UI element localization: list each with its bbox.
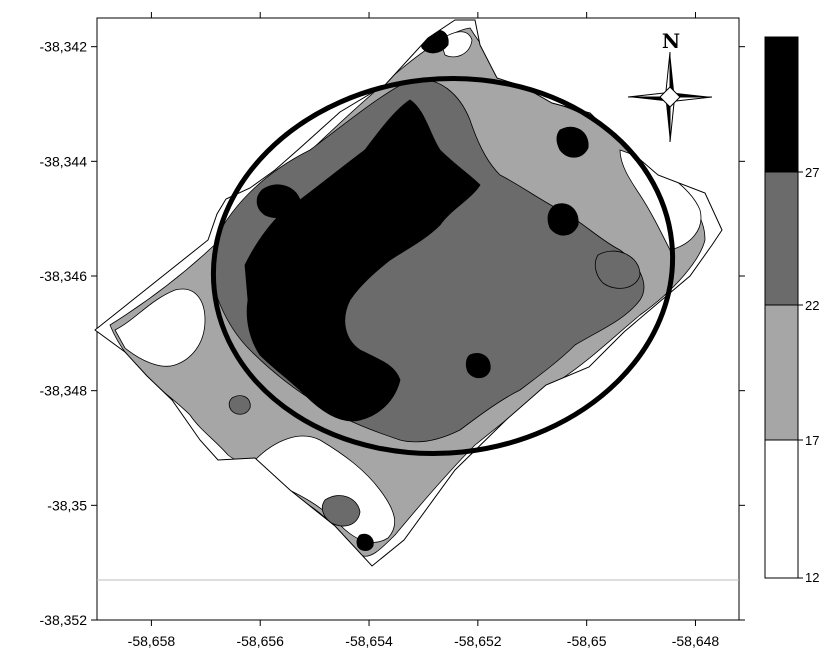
north-label: N	[662, 29, 680, 53]
class-27-plus-patch	[356, 533, 374, 552]
class-22-27-patch	[321, 495, 361, 527]
x-tick-label: -58,652	[454, 633, 502, 649]
x-tick-label: -58,656	[236, 633, 284, 649]
class-27-plus-patch	[556, 126, 589, 158]
y-tick-label: -38,342	[40, 39, 88, 55]
class-22-27-patch	[594, 250, 641, 289]
field-boundary	[94, 19, 723, 567]
class-22-27-patch	[228, 395, 251, 415]
y-tick-label: -38,35	[47, 497, 87, 513]
axes: -58,658 -58,656 -58,654 -58,652 -58,65 -58,64…	[40, 12, 745, 649]
north-arrow-icon	[627, 51, 713, 143]
y-tick-label: -38,348	[40, 383, 88, 399]
legend-swatch-12-17	[764, 439, 799, 579]
legend-swatch-17-22	[764, 304, 799, 441]
class-27-plus-area	[244, 99, 481, 422]
x-tick-label: -58,654	[345, 633, 393, 649]
legend-label-12: 12	[805, 570, 819, 585]
legend-label-17: 17	[805, 433, 819, 448]
legend-swatch-27-plus	[764, 36, 799, 173]
y-tick-label: -38,352	[40, 612, 88, 628]
y-tick-label: -38,346	[40, 268, 88, 284]
class-27-plus-patch	[256, 184, 301, 219]
legend-swatch-22-27	[764, 171, 799, 306]
highlight-ellipse	[210, 75, 676, 457]
y-tick-label: -38,344	[40, 153, 88, 169]
class-27-plus-patch	[465, 353, 491, 379]
class-12-17-patch	[114, 288, 206, 367]
x-tick-label: -58,65	[567, 633, 607, 649]
legend: 12 17 22 27	[764, 36, 819, 585]
x-tick-label: -58,658	[128, 633, 176, 649]
legend-label-22: 22	[805, 298, 819, 313]
legend-label-27: 27	[805, 165, 819, 180]
x-tick-label: -58,648	[672, 633, 720, 649]
class-27-plus-patch	[547, 203, 579, 236]
